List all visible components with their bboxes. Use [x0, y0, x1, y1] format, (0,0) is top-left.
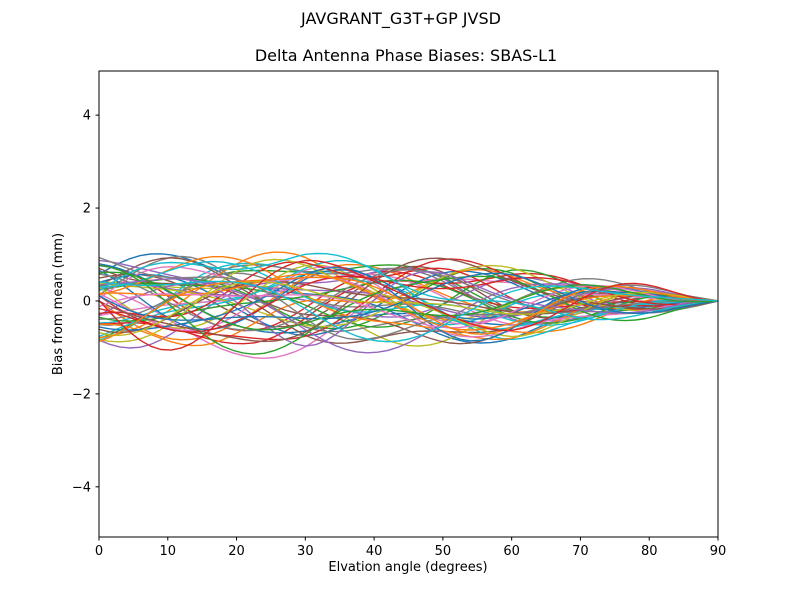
y-axis-ticks	[95, 114, 99, 488]
x-tick-label: 70	[572, 544, 589, 559]
bias-line-series	[99, 270, 718, 337]
x-tick-label: 0	[95, 544, 103, 559]
y-tick-label: −4	[72, 480, 91, 495]
bias-line-series	[99, 273, 718, 326]
x-axis-ticks	[98, 537, 719, 541]
bias-line-series	[99, 259, 718, 351]
x-tick-label: 30	[297, 544, 314, 559]
bias-line-series	[99, 272, 718, 321]
y-axis-tick-labels: −4 −2 0 2 4	[72, 109, 91, 496]
bias-line-series	[99, 280, 718, 343]
bias-line-series	[99, 266, 718, 338]
x-tick-label: 10	[160, 544, 177, 559]
bias-line-series	[99, 280, 718, 337]
bias-line-series	[99, 271, 718, 347]
bias-line-series	[99, 276, 718, 343]
x-axis-tick-labels: 0 10 20 30 40 50 60 70 80 90	[95, 544, 726, 559]
bias-line-series	[99, 252, 718, 321]
axes-frame	[98, 70, 719, 538]
x-tick-label: 20	[228, 544, 245, 559]
axes-title: Delta Antenna Phase Biases: SBAS-L1	[255, 46, 557, 65]
line-series-group	[99, 251, 718, 359]
x-tick-label: 80	[641, 544, 658, 559]
x-axis-label: Elvation angle (degrees)	[328, 560, 487, 575]
bias-line-series	[99, 264, 718, 332]
y-tick-label: 0	[83, 294, 91, 309]
y-axis-label: Bias from mean (mm)	[51, 233, 66, 375]
x-tick-label: 60	[503, 544, 520, 559]
y-tick-label: 2	[83, 202, 91, 217]
bias-line-series	[99, 271, 718, 331]
x-tick-label: 90	[710, 544, 727, 559]
x-tick-label: 50	[435, 544, 452, 559]
bias-line-series	[99, 280, 718, 334]
y-tick-label: −2	[72, 387, 91, 402]
y-tick-label: 4	[83, 109, 91, 124]
bias-line-series	[99, 284, 718, 329]
bias-line-series	[99, 269, 718, 331]
x-tick-label: 40	[366, 544, 383, 559]
figure-suptitle: JAVGRANT_G3T+GP JVSD	[300, 9, 501, 29]
bias-line-series	[99, 257, 718, 343]
